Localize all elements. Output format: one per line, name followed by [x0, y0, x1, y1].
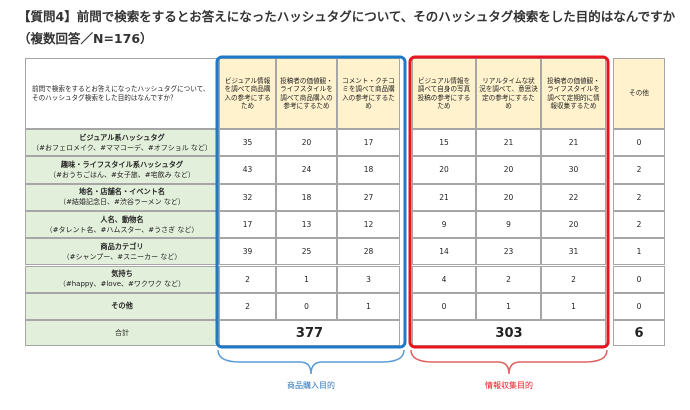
value-cell: 22: [541, 183, 606, 211]
value-cell: 31: [541, 238, 606, 266]
row-title: 趣味・ライフスタイル系ハッシュタグ: [60, 159, 184, 169]
value-cell: 20: [476, 183, 541, 211]
value-cell: 2: [613, 210, 665, 239]
corner-cell: 前問で検索をするとお答えになったハッシュタグについて、そのハッシュタグ検索をした…: [25, 58, 219, 129]
row-examples: （#シャンプー、#スニーカー など）: [62, 252, 182, 261]
row-label: 趣味・ライフスタイル系ハッシュタグ （#おうちごはん、#女子旅、#宅飲み など）: [25, 156, 219, 184]
value-cell: 1: [476, 292, 541, 321]
value-cell: 13: [276, 210, 337, 239]
row-label: その他: [25, 292, 219, 321]
value-cell: 2: [613, 183, 665, 211]
value-cell: 12: [337, 210, 400, 239]
value-cell: 43: [219, 156, 276, 184]
row-examples: （#タレント名、#ハムスター、#うさぎ など）: [45, 225, 199, 234]
value-cell: 18: [337, 156, 400, 184]
value-cell: 25: [276, 238, 337, 266]
row-label: 商品カテゴリ （#シャンプー、#スニーカー など）: [25, 238, 219, 266]
column-header: 投稿者の価値観・ライフスタイルを調べて定期的に情報収集するため: [541, 58, 606, 129]
value-cell: 14: [412, 238, 476, 266]
value-cell: 30: [541, 156, 606, 184]
column-header: ビジュアル情報を調べて自身の写真投稿の参考にするため: [412, 58, 476, 129]
value-cell: 2: [219, 265, 276, 293]
value-cell: 35: [219, 129, 276, 157]
brace-red: [410, 349, 608, 375]
row-examples: （#happy、#love、#ワクワク など）: [58, 280, 186, 289]
row-title: その他: [111, 301, 133, 311]
column-header: ビジュアル情報を調べて商品購入の参考にするため: [219, 58, 276, 129]
value-cell: 1: [613, 238, 665, 266]
row-label: 地名・店舗名・イベント名 （#結婚記念日、#渋谷ラーメン など）: [25, 183, 219, 211]
value-cell: 15: [412, 129, 476, 157]
value-cell: 0: [276, 292, 337, 321]
value-cell: 0: [613, 129, 665, 157]
row-label: 人名、動物名 （#タレント名、#ハムスター、#うさぎ など）: [25, 210, 219, 239]
value-cell: 0: [613, 292, 665, 321]
value-cell: 24: [276, 156, 337, 184]
value-cell: 20: [476, 156, 541, 184]
value-cell: 18: [276, 183, 337, 211]
value-cell: 0: [613, 265, 665, 293]
value-cell: 2: [476, 265, 541, 293]
group-label: 情報収集目的: [485, 381, 533, 390]
column-header: その他: [613, 58, 665, 129]
brace-blue: [217, 349, 405, 375]
value-cell: 27: [337, 183, 400, 211]
value-cell: 0: [412, 292, 476, 321]
value-cell: 1: [337, 292, 400, 321]
row-title: 人名、動物名: [100, 214, 144, 224]
row-title: ビジュアル系ハッシュタグ: [79, 132, 165, 142]
row-examples: （#おフェロメイク、#ママコーデ、#オフショル など）: [32, 143, 212, 152]
group-box-blue: [215, 55, 407, 349]
value-cell: 20: [412, 156, 476, 184]
row-title: 地名・店舗名・イベント名: [78, 187, 166, 197]
value-cell: 21: [476, 129, 541, 157]
title: 【質問4】前問で検索をするとお答えになったハッシュタグについて、そのハッシュタグ…: [18, 9, 676, 46]
value-cell: 2: [541, 265, 606, 293]
value-cell: 2: [219, 292, 276, 321]
value-cell: 3: [337, 265, 400, 293]
value-cell: 4: [412, 265, 476, 293]
total-cell: 6: [613, 320, 665, 347]
row-title: 気持ち: [111, 269, 133, 279]
column-header: 投稿者の価値観・ライフスタイルを調べて商品購入の参考にするため: [276, 58, 337, 129]
total-label: 合計: [25, 320, 219, 347]
value-cell: 23: [476, 238, 541, 266]
row-title: 商品カテゴリ: [100, 241, 144, 251]
value-cell: 17: [337, 129, 400, 157]
value-cell: 2: [613, 156, 665, 184]
value-cell: 20: [276, 129, 337, 157]
value-cell: 20: [541, 210, 606, 239]
value-cell: 1: [541, 292, 606, 321]
group-box-red: [408, 55, 610, 349]
row-examples: （#結婚記念日、#渋谷ラーメン など）: [59, 198, 185, 207]
row-examples: （#おうちごはん、#女子旅、#宅飲み など）: [49, 170, 195, 179]
value-cell: 28: [337, 238, 400, 266]
value-cell: 32: [219, 183, 276, 211]
value-cell: 39: [219, 238, 276, 266]
value-cell: 1: [276, 265, 337, 293]
row-label: 気持ち （#happy、#love、#ワクワク など）: [25, 265, 219, 293]
column-header: リアルタイムな状況を調べて、意思決定の参考にするため: [476, 58, 541, 129]
value-cell: 9: [476, 210, 541, 239]
value-cell: 21: [412, 183, 476, 211]
value-cell: 21: [541, 129, 606, 157]
value-cell: 9: [412, 210, 476, 239]
group-label: 商品購入目的: [287, 381, 335, 390]
value-cell: 17: [219, 210, 276, 239]
